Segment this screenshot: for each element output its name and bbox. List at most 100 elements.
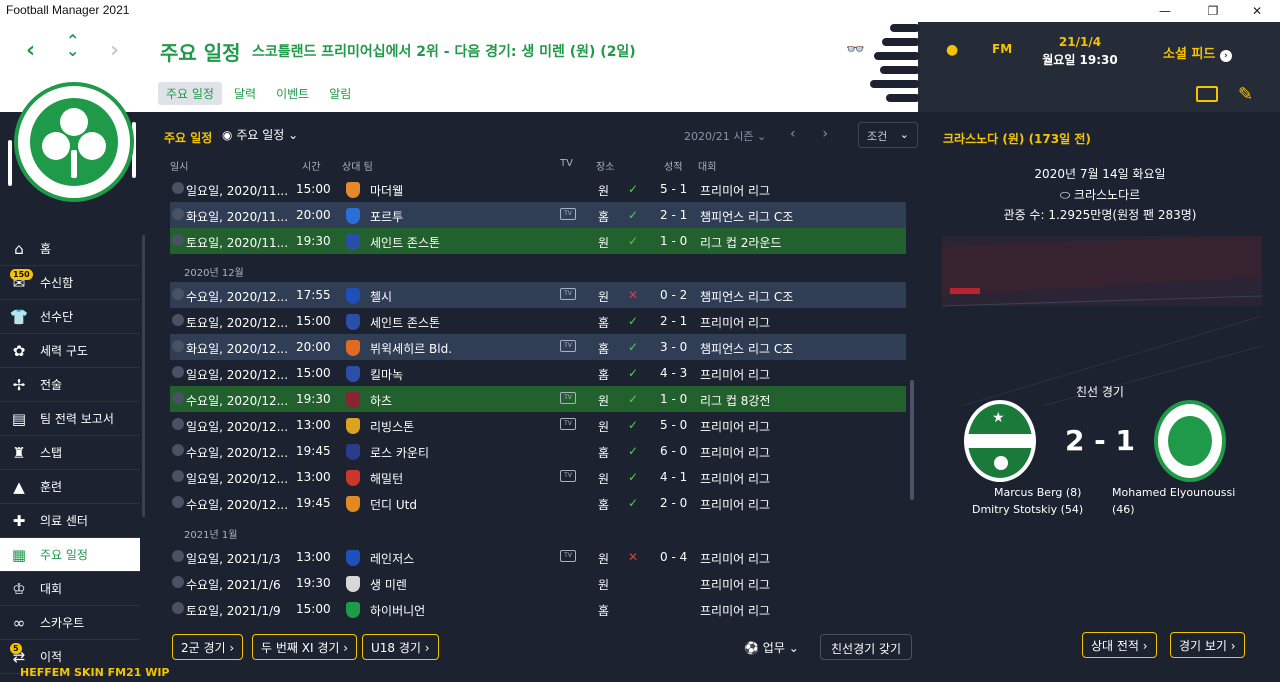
- sidebar-item-scouting[interactable]: ∞ 스카우트: [0, 606, 140, 640]
- fixture-score[interactable]: 5 - 1: [660, 182, 688, 196]
- fixture-competition[interactable]: 프리미어 리그: [700, 472, 771, 486]
- fixture-score[interactable]: 2 - 1: [660, 314, 688, 328]
- table-row[interactable]: 일요일, 2020/12... 13:00 리빙스톤 TV 원 ✓ 5 - 0 프리미어 리그: [170, 412, 906, 438]
- col-tv[interactable]: TV: [560, 158, 573, 169]
- fixture-competition[interactable]: 프리미어 리그: [700, 578, 771, 592]
- conditions-dropdown[interactable]: 조건 ⌄: [858, 122, 918, 148]
- fixture-opponent[interactable]: 킬마녹: [370, 368, 404, 382]
- table-row[interactable]: 수요일, 2021/1/6 19:30 생 미렌 원 프리미어 리그: [170, 570, 906, 596]
- minimize-icon[interactable]: —: [1159, 4, 1171, 18]
- tv-icon[interactable]: [1196, 86, 1218, 102]
- forward-arrow-icon[interactable]: ›: [110, 38, 120, 63]
- table-row[interactable]: 토요일, 2020/12... 15:00 세인트 존스톤 홈 ✓ 2 - 1 프리미어 리…: [170, 308, 906, 334]
- fixture-score[interactable]: 1 - 0: [660, 234, 688, 248]
- away-team-crest[interactable]: [1154, 400, 1226, 482]
- second-xi-matches-button[interactable]: 두 번째 XI 경기 ›: [252, 634, 358, 660]
- next-arrow-icon[interactable]: ›: [822, 126, 828, 142]
- fixture-competition[interactable]: 프리미어 리그: [700, 552, 771, 566]
- fixture-opponent[interactable]: 포르투: [370, 210, 404, 224]
- tab-events[interactable]: 이벤트: [276, 87, 310, 101]
- sidebar-item-home[interactable]: ⌂ 홈: [0, 232, 140, 266]
- fixture-competition[interactable]: 프리미어 리그: [700, 316, 771, 330]
- fixture-competition[interactable]: 리그 컵 8강전: [700, 394, 771, 408]
- fixture-competition[interactable]: 리그 컵 2라운드: [700, 236, 782, 250]
- sidebar-item-schedule[interactable]: ▦ 주요 일정: [0, 538, 140, 572]
- table-row[interactable]: 일요일, 2020/12... 15:00 킬마녹 홈 ✓ 4 - 3 프리미어 리그: [170, 360, 906, 386]
- fixture-opponent[interactable]: 리빙스톤: [370, 420, 415, 434]
- fixture-competition[interactable]: 챔피언스 리그 C조: [700, 210, 794, 224]
- fixture-score[interactable]: 5 - 0: [660, 418, 688, 432]
- fixture-score[interactable]: 4 - 1: [660, 470, 688, 484]
- tab-alerts[interactable]: 알림: [329, 87, 352, 101]
- fixture-opponent[interactable]: 생 미렌: [370, 578, 407, 592]
- view-match-button[interactable]: 경기 보기 ›: [1170, 632, 1245, 658]
- table-row[interactable]: 일요일, 2020/11... 15:00 마더웰 원 ✓ 5 - 1 프리미어 리그: [170, 176, 906, 202]
- sidebar-item-dynamics[interactable]: ✿ 세력 구도: [0, 334, 140, 368]
- fixture-score[interactable]: 2 - 1: [660, 208, 688, 222]
- pencil-icon[interactable]: ✎: [1238, 84, 1254, 105]
- fixture-competition[interactable]: 프리미어 리그: [700, 420, 771, 434]
- u18-matches-button[interactable]: U18 경기 ›: [362, 634, 439, 660]
- sidebar-item-training[interactable]: ▲ 훈련: [0, 470, 140, 504]
- fixture-competition[interactable]: 프리미어 리그: [700, 604, 771, 618]
- fm-logo[interactable]: FM: [992, 42, 1013, 56]
- fixture-opponent[interactable]: 던디 Utd: [370, 498, 418, 512]
- col-result[interactable]: 성적: [664, 162, 683, 173]
- fixture-score[interactable]: 6 - 0: [660, 444, 688, 458]
- fixture-score[interactable]: 1 - 0: [660, 392, 688, 406]
- col-time[interactable]: 시간: [302, 162, 321, 173]
- back-arrow-icon[interactable]: ‹: [26, 38, 36, 63]
- fixture-opponent[interactable]: 해밀턴: [370, 472, 404, 486]
- fixture-score[interactable]: 0 - 4: [660, 550, 688, 564]
- sidebar-item-team-report[interactable]: ▤ 팀 전력 보고서: [0, 402, 140, 436]
- fixture-opponent[interactable]: 세인트 존스톤: [370, 236, 441, 250]
- fixture-opponent[interactable]: 마더웰: [370, 184, 404, 198]
- fixture-opponent[interactable]: 로스 카운티: [370, 446, 430, 460]
- fixture-competition[interactable]: 프리미어 리그: [700, 368, 771, 382]
- work-dropdown[interactable]: ⚽ 업무 ⌄: [744, 641, 799, 655]
- fixture-competition[interactable]: 챔피언스 리그 C조: [700, 342, 794, 356]
- season-dropdown[interactable]: 2020/21 시즌 ⌄: [684, 128, 766, 144]
- updown-arrows-icon[interactable]: ⌃ ⌄: [66, 31, 80, 60]
- sidebar-item-squad[interactable]: 👕 선수단: [0, 300, 140, 334]
- season-nav[interactable]: ‹ ›: [790, 126, 828, 142]
- club-emblem-icon[interactable]: ●: [946, 42, 959, 58]
- fixture-score[interactable]: 0 - 2: [660, 288, 688, 302]
- table-row[interactable]: 수요일, 2020/12... 19:45 로스 카운티 홈 ✓ 6 - 0 프리미어 리그: [170, 438, 906, 464]
- col-date[interactable]: 일시: [170, 162, 189, 173]
- binoculars-icon[interactable]: 👓: [846, 40, 865, 58]
- sidebar-item-staff[interactable]: ♜ 스탭: [0, 436, 140, 470]
- fixture-competition[interactable]: 프리미어 리그: [700, 184, 771, 198]
- col-competition[interactable]: 대회: [698, 162, 717, 173]
- fixture-opponent[interactable]: 세인트 존스톤: [370, 316, 441, 330]
- fixture-opponent[interactable]: 레인저스: [370, 552, 415, 566]
- prev-arrow-icon[interactable]: ‹: [790, 126, 796, 142]
- sidebar-scrollbar[interactable]: [142, 235, 145, 517]
- table-row[interactable]: 토요일, 2020/11... 19:30 세인트 존스톤 원 ✓ 1 - 0 리그 컵 2…: [170, 228, 906, 254]
- fixture-competition[interactable]: 프리미어 리그: [700, 446, 771, 460]
- sidebar-item-inbox[interactable]: ✉ 150 수신함: [0, 266, 140, 300]
- table-row[interactable]: 화요일, 2020/11... 20:00 포르투 TV 홈 ✓ 2 - 1 챔피언스 리그 …: [170, 202, 906, 228]
- social-feed-button[interactable]: 소셜 피드 ›: [1163, 43, 1232, 62]
- view-dropdown[interactable]: ◉ 주요 일정 ⌄: [222, 126, 298, 143]
- table-row[interactable]: 토요일, 2021/1/9 15:00 하이버니언 홈 프리미어 리그: [170, 596, 906, 622]
- fixture-opponent[interactable]: 첼시: [370, 290, 393, 304]
- sidebar-item-competitions[interactable]: ♔ 대회: [0, 572, 140, 606]
- reserve-matches-button[interactable]: 2군 경기 ›: [172, 634, 244, 660]
- fixture-opponent[interactable]: 뷔윅세히르 Bld.: [370, 342, 453, 356]
- table-row[interactable]: 화요일, 2020/12... 20:00 뷔윅세히르 Bld. TV 홈 ✓ 3 - 0 챔…: [170, 334, 906, 360]
- maximize-icon[interactable]: ❐: [1207, 4, 1219, 18]
- fixture-competition[interactable]: 프리미어 리그: [700, 498, 771, 512]
- fixture-score[interactable]: 3 - 0: [660, 340, 688, 354]
- fixture-score[interactable]: 2 - 0: [660, 496, 688, 510]
- fixture-score[interactable]: 4 - 3: [660, 366, 688, 380]
- arrange-friendly-button[interactable]: 친선경기 갖기: [820, 634, 913, 660]
- sidebar-item-medical[interactable]: ✚ 의료 센터: [0, 504, 140, 538]
- fixture-opponent[interactable]: 하츠: [370, 394, 393, 408]
- close-icon[interactable]: ✕: [1251, 4, 1263, 18]
- home-team-crest[interactable]: ★: [964, 400, 1036, 482]
- table-row[interactable]: 일요일, 2021/1/3 13:00 레인저스 TV 원 ✕ 0 - 4 프리미어 리그: [170, 544, 906, 570]
- sidebar-item-tactics[interactable]: ✢ 전술: [0, 368, 140, 402]
- table-row[interactable]: 수요일, 2020/12... 19:30 하츠 TV 원 ✓ 1 - 0 리그 컵 8강전: [170, 386, 906, 412]
- list-scrollbar[interactable]: [910, 380, 914, 500]
